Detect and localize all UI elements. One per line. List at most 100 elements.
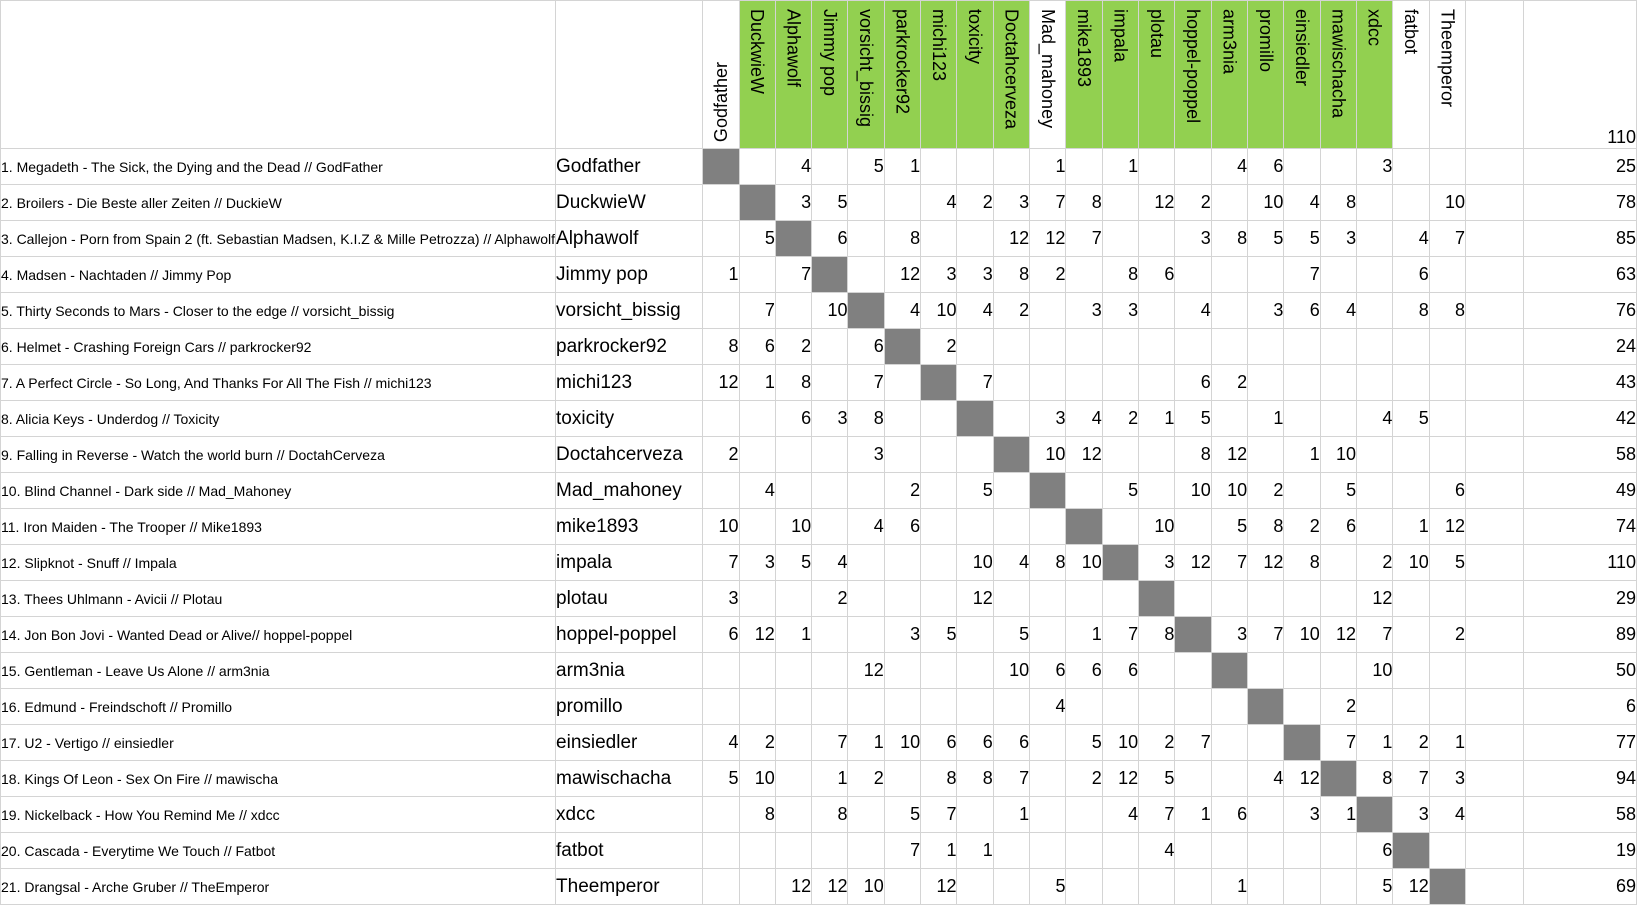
empty-cell[interactable]: [1465, 328, 1524, 365]
vote-cell[interactable]: 6: [1392, 256, 1430, 293]
vote-cell[interactable]: [774, 580, 813, 617]
song-cell[interactable]: 18. Kings Of Leon - Sex On Fire // mawis…: [0, 760, 557, 797]
vote-cell[interactable]: [1138, 328, 1176, 365]
song-cell[interactable]: 10. Blind Channel - Dark side // Mad_Mah…: [0, 472, 557, 509]
total-cell[interactable]: 94: [1522, 760, 1637, 797]
vote-cell[interactable]: 4: [920, 184, 958, 221]
participant-name-cell[interactable]: promillo: [555, 688, 704, 725]
self-vote-cell[interactable]: [702, 148, 740, 185]
column-header-voter[interactable]: mike1893: [1065, 0, 1103, 149]
vote-cell[interactable]: [883, 688, 922, 725]
vote-cell[interactable]: [774, 724, 813, 761]
vote-cell[interactable]: [1356, 508, 1394, 545]
vote-cell[interactable]: [956, 148, 994, 185]
empty-cell[interactable]: [1465, 364, 1524, 401]
vote-cell[interactable]: [811, 364, 849, 401]
self-vote-cell[interactable]: [1428, 868, 1467, 905]
song-cell[interactable]: 21. Drangsal - Arche Gruber // TheEmpero…: [0, 868, 557, 905]
vote-cell[interactable]: 10: [1392, 544, 1430, 581]
self-vote-cell[interactable]: [1283, 724, 1321, 761]
self-vote-cell[interactable]: [920, 364, 958, 401]
vote-cell[interactable]: [811, 148, 849, 185]
vote-cell[interactable]: [1283, 580, 1321, 617]
vote-cell[interactable]: [1065, 472, 1103, 509]
vote-cell[interactable]: [1319, 652, 1358, 689]
vote-cell[interactable]: [1319, 868, 1358, 905]
vote-cell[interactable]: 6: [883, 508, 922, 545]
vote-cell[interactable]: [702, 796, 740, 833]
empty-cell[interactable]: [1465, 652, 1524, 689]
self-vote-cell[interactable]: [1101, 544, 1140, 581]
column-header-voter[interactable]: DuckwieW: [738, 0, 776, 149]
vote-cell[interactable]: 12: [1210, 436, 1249, 473]
vote-cell[interactable]: 4: [1356, 400, 1394, 437]
vote-cell[interactable]: [1283, 832, 1321, 869]
vote-cell[interactable]: [992, 508, 1031, 545]
self-vote-cell[interactable]: [883, 328, 922, 365]
vote-cell[interactable]: 12: [920, 868, 958, 905]
vote-cell[interactable]: [1174, 256, 1212, 293]
total-cell[interactable]: 69: [1522, 868, 1637, 905]
vote-cell[interactable]: 3: [883, 616, 922, 653]
vote-cell[interactable]: 4: [1319, 292, 1358, 329]
participant-name-cell[interactable]: Jimmy pop: [555, 256, 704, 293]
song-cell[interactable]: 2. Broilers - Die Beste aller Zeiten // …: [0, 184, 557, 221]
vote-cell[interactable]: 2: [883, 472, 922, 509]
self-vote-cell[interactable]: [1029, 472, 1067, 509]
vote-cell[interactable]: 8: [1138, 616, 1176, 653]
vote-cell[interactable]: 12: [1392, 868, 1430, 905]
vote-cell[interactable]: [1319, 544, 1358, 581]
vote-cell[interactable]: 8: [1247, 508, 1285, 545]
vote-cell[interactable]: 6: [811, 220, 849, 257]
vote-cell[interactable]: [1029, 508, 1067, 545]
vote-cell[interactable]: 1: [1356, 724, 1394, 761]
vote-cell[interactable]: [1428, 256, 1467, 293]
vote-cell[interactable]: 3: [1029, 400, 1067, 437]
vote-cell[interactable]: [1247, 868, 1285, 905]
vote-cell[interactable]: [1356, 328, 1394, 365]
vote-cell[interactable]: 7: [1101, 616, 1140, 653]
vote-cell[interactable]: [1356, 364, 1394, 401]
total-cell[interactable]: 29: [1522, 580, 1637, 617]
vote-cell[interactable]: 5: [847, 148, 885, 185]
vote-cell[interactable]: 1: [1428, 724, 1467, 761]
vote-cell[interactable]: [1210, 184, 1249, 221]
vote-cell[interactable]: [1138, 148, 1176, 185]
vote-cell[interactable]: 1: [992, 796, 1031, 833]
vote-cell[interactable]: 5: [1283, 220, 1321, 257]
total-cell[interactable]: 63: [1522, 256, 1637, 293]
vote-cell[interactable]: 1: [956, 832, 994, 869]
vote-cell[interactable]: [738, 508, 776, 545]
column-header-voter[interactable]: xdcc: [1356, 0, 1394, 149]
vote-cell[interactable]: [1138, 868, 1176, 905]
vote-cell[interactable]: 10: [1138, 508, 1176, 545]
vote-cell[interactable]: [811, 472, 849, 509]
vote-cell[interactable]: [811, 688, 849, 725]
song-cell[interactable]: 7. A Perfect Circle - So Long, And Thank…: [0, 364, 557, 401]
vote-cell[interactable]: 8: [1392, 292, 1430, 329]
vote-cell[interactable]: [738, 256, 776, 293]
song-cell[interactable]: 20. Cascada - Everytime We Touch // Fatb…: [0, 832, 557, 869]
song-cell[interactable]: 14. Jon Bon Jovi - Wanted Dead or Alive/…: [0, 616, 557, 653]
vote-cell[interactable]: 7: [702, 544, 740, 581]
vote-cell[interactable]: 7: [1065, 220, 1103, 257]
total-cell[interactable]: 25: [1522, 148, 1637, 185]
vote-cell[interactable]: [1247, 796, 1285, 833]
self-vote-cell[interactable]: [992, 436, 1031, 473]
vote-cell[interactable]: [774, 472, 813, 509]
vote-cell[interactable]: [847, 184, 885, 221]
column-header-voter[interactable]: promillo: [1247, 0, 1285, 149]
column-header-voter[interactable]: toxicity: [956, 0, 994, 149]
vote-cell[interactable]: [1283, 364, 1321, 401]
vote-cell[interactable]: 5: [920, 616, 958, 653]
vote-cell[interactable]: [1283, 400, 1321, 437]
song-cell[interactable]: 13. Thees Uhlmann - Avicii // Plotau: [0, 580, 557, 617]
participant-name-cell[interactable]: Doctahcerveza: [555, 436, 704, 473]
column-header-voter[interactable]: Alphawolf: [774, 0, 813, 149]
vote-cell[interactable]: 10: [883, 724, 922, 761]
vote-cell[interactable]: 6: [738, 328, 776, 365]
vote-cell[interactable]: 8: [774, 364, 813, 401]
vote-cell[interactable]: 8: [1283, 544, 1321, 581]
song-cell[interactable]: 15. Gentleman - Leave Us Alone // arm3ni…: [0, 652, 557, 689]
vote-cell[interactable]: [1174, 832, 1212, 869]
